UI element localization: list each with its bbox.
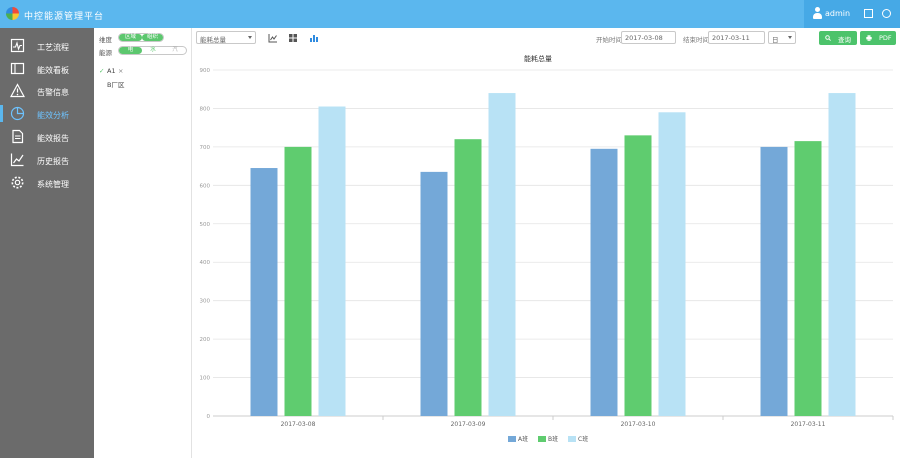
x-tick-label: 2017-03-11 [791, 421, 826, 428]
y-tick-label: 100 [200, 376, 211, 382]
energy-toggle[interactable]: 电 水 汽 [118, 46, 187, 55]
top-header: 中控能源管理平台 admin [0, 0, 900, 28]
energy-bar-chart: 能耗总量 0 100 200 300 400 500 600 700 800 900 2017-0… [200, 54, 894, 443]
chevron-down-icon [248, 36, 252, 39]
sidebar-item-label: 工艺流程 [37, 43, 69, 52]
energy-option-steam[interactable]: 汽 [172, 47, 178, 53]
sidebar-item-alerts[interactable]: 告警信息 [0, 81, 94, 101]
bar-chart-icon[interactable] [309, 33, 319, 43]
metric-select[interactable]: 能耗总量 [196, 31, 256, 44]
sidebar: 工艺流程 能效看板 告警信息 能效分析 能效报告 历史报告 系统管理 [0, 28, 94, 458]
printer-icon [866, 35, 872, 41]
process-flow-icon [10, 38, 25, 53]
dashboard-icon [10, 62, 25, 75]
pdf-button-label: PDF [879, 34, 892, 42]
tree-item[interactable]: B厂区 [107, 81, 125, 89]
chart-bar [794, 141, 822, 416]
tree-check-icon[interactable]: ✓ [99, 67, 105, 75]
sidebar-item-dashboard[interactable]: 能效看板 [0, 59, 94, 79]
trend-icon [10, 153, 24, 167]
period-select[interactable]: 日 [768, 31, 796, 44]
energy-option-electric[interactable]: 电 [119, 47, 142, 54]
legend-swatch [568, 436, 576, 442]
sidebar-item-label: 能效分析 [37, 111, 69, 120]
sidebar-item-label: 告警信息 [37, 88, 69, 97]
end-date-label: 结束时间 [683, 36, 709, 44]
grid-icon[interactable] [288, 33, 298, 43]
energy-option-water[interactable]: 水 [150, 47, 156, 53]
scope-label: 维度 [99, 36, 112, 44]
end-date-value: 2017-03-11 [712, 34, 750, 42]
y-tick-label: 0 [207, 414, 211, 420]
legend-swatch [508, 436, 516, 442]
legend-swatch [538, 436, 546, 442]
y-tick-label: 200 [200, 337, 211, 343]
pdf-button[interactable]: PDF [860, 31, 896, 45]
query-button-label: 查询 [838, 36, 851, 44]
line-chart-icon[interactable] [268, 33, 278, 43]
y-tick-label: 800 [200, 106, 211, 112]
chart-bar [250, 168, 278, 416]
chart-bar [318, 106, 346, 416]
start-date-label: 开始时间 [596, 36, 622, 44]
query-button[interactable]: 查询 [819, 31, 857, 45]
user-icon[interactable] [813, 7, 822, 20]
sidebar-item-process-flow[interactable]: 工艺流程 [0, 36, 94, 56]
user-area: admin [804, 0, 900, 28]
chart-bar [284, 146, 312, 416]
energy-label: 能源 [99, 49, 112, 57]
legend-label: B班 [548, 435, 558, 443]
chart-bar [624, 135, 652, 416]
x-tick-label: 2017-03-10 [621, 421, 656, 428]
y-tick-label: 600 [200, 183, 211, 189]
y-tick-label: 400 [200, 260, 211, 266]
sidebar-item-label: 能效报告 [37, 134, 69, 143]
sidebar-item-label: 历史报告 [37, 157, 69, 166]
chevron-down-icon [788, 36, 792, 39]
chart-title: 能耗总量 [524, 54, 552, 63]
period-select-value: 日 [772, 36, 779, 44]
sidebar-item-analysis[interactable]: 能效分析 [0, 104, 94, 124]
y-tick-label: 500 [200, 222, 211, 228]
chart-bar [828, 93, 856, 417]
chart-bar [590, 148, 618, 417]
scope-option-region[interactable]: 区域 [119, 34, 142, 41]
start-date-input[interactable]: 2017-03-08 [621, 31, 676, 44]
y-tick-label: 300 [200, 299, 211, 305]
start-date-value: 2017-03-08 [625, 34, 663, 42]
tree-close-icon[interactable]: × [118, 67, 124, 75]
warning-icon [10, 83, 25, 98]
report-icon [12, 129, 24, 144]
gear-icon [11, 176, 24, 189]
edit-icon[interactable] [864, 9, 873, 18]
sidebar-item-report[interactable]: 能效报告 [0, 127, 94, 147]
metric-select-value: 能耗总量 [200, 36, 226, 44]
tree-item[interactable]: A1 [107, 67, 116, 75]
scope-toggle[interactable]: 区域 组织 [118, 33, 164, 42]
y-tick-label: 900 [200, 68, 211, 74]
pie-chart-icon [10, 106, 25, 121]
filter-panel: 维度 区域 组织 能源 电 水 汽 ✓ A1 × B厂区 [94, 28, 192, 458]
sidebar-item-settings[interactable]: 系统管理 [0, 173, 94, 193]
sidebar-item-history[interactable]: 历史报告 [0, 150, 94, 170]
x-tick-label: 2017-03-09 [451, 421, 486, 428]
power-icon[interactable] [882, 9, 891, 18]
app-title: 中控能源管理平台 [24, 12, 105, 22]
end-date-input[interactable]: 2017-03-11 [708, 31, 765, 44]
chart-bar [420, 171, 448, 416]
scope-option-org[interactable]: 组织 [142, 34, 163, 41]
sidebar-item-label: 系统管理 [37, 180, 69, 189]
chart-bar [760, 146, 788, 416]
search-icon [825, 35, 831, 41]
sidebar-item-label: 能效看板 [37, 66, 69, 75]
chart-bar [488, 93, 516, 417]
chart-bar [658, 112, 686, 417]
x-tick-label: 2017-03-08 [281, 421, 316, 428]
user-name[interactable]: admin [825, 9, 851, 18]
chart-bar [454, 139, 482, 416]
legend-label: C班 [578, 435, 588, 443]
app-logo-icon [6, 7, 19, 20]
y-tick-label: 700 [200, 145, 211, 151]
legend-label: A班 [518, 435, 528, 443]
